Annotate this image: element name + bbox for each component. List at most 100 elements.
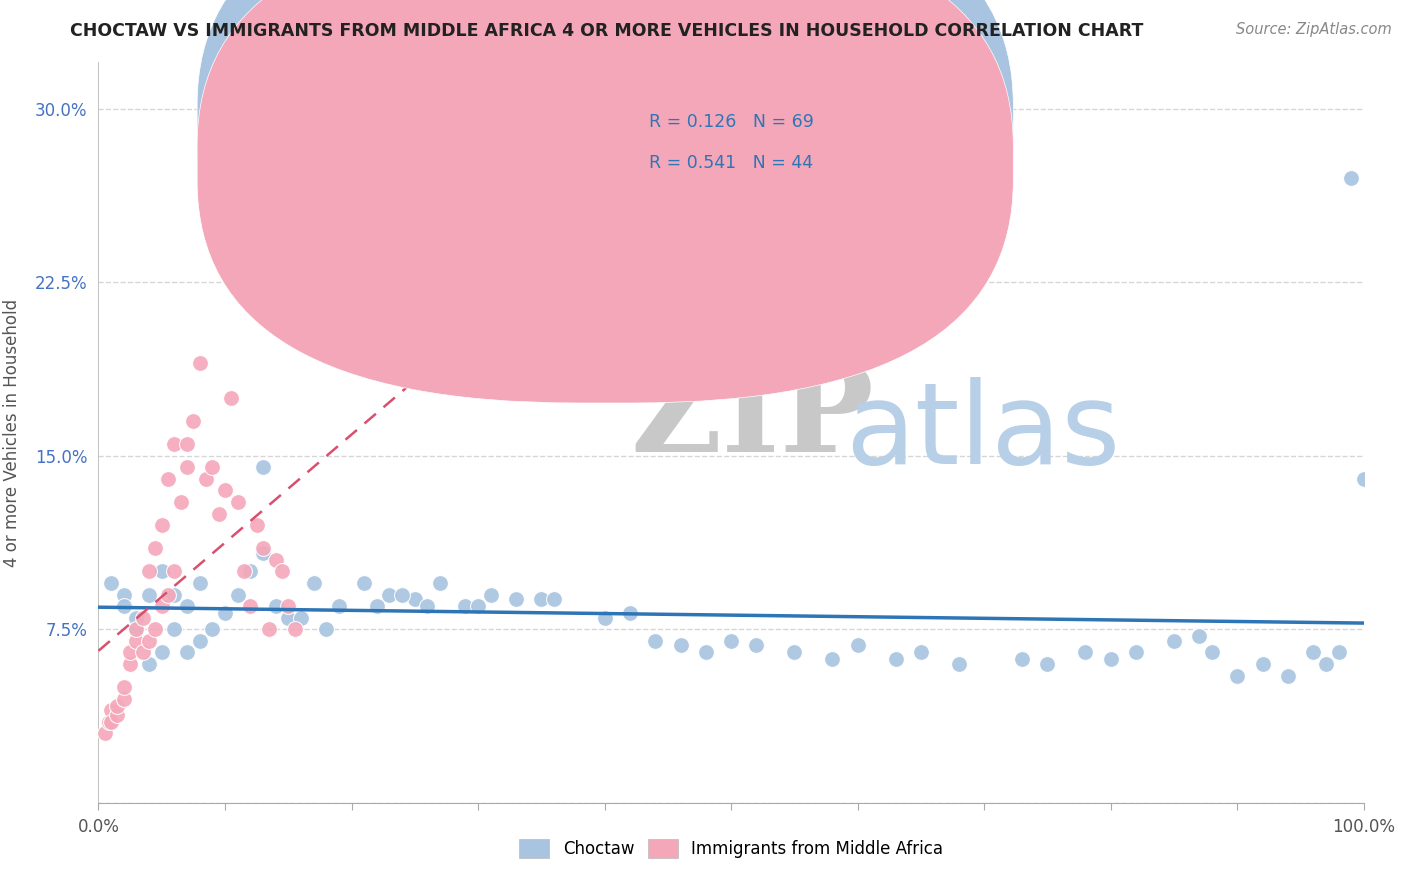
Point <box>644 633 666 648</box>
Point <box>112 599 135 614</box>
Point <box>183 414 205 428</box>
Point <box>264 599 287 614</box>
Point <box>125 622 148 636</box>
Point <box>543 592 565 607</box>
FancyBboxPatch shape <box>197 0 1014 362</box>
Point <box>1251 657 1274 671</box>
Point <box>132 645 155 659</box>
Point <box>100 714 122 729</box>
Point <box>163 622 186 636</box>
Point <box>745 639 768 653</box>
Point <box>163 588 186 602</box>
Point <box>120 645 141 659</box>
Text: R = 0.541   N = 44: R = 0.541 N = 44 <box>648 154 813 172</box>
Point <box>270 565 294 579</box>
Point <box>467 599 489 614</box>
Point <box>226 588 249 602</box>
Point <box>720 633 742 648</box>
Point <box>125 610 148 624</box>
Point <box>157 472 180 486</box>
Point <box>100 576 122 591</box>
FancyBboxPatch shape <box>197 0 1014 403</box>
Point <box>252 541 274 556</box>
Point <box>233 565 256 579</box>
Point <box>201 460 224 475</box>
Point <box>669 639 692 653</box>
Point <box>1340 171 1362 186</box>
Point <box>120 657 141 671</box>
Point <box>910 645 932 659</box>
Point <box>378 588 401 602</box>
Point <box>138 657 160 671</box>
Point <box>328 599 350 614</box>
Point <box>150 599 173 614</box>
Point <box>302 576 325 591</box>
Point <box>1315 657 1337 671</box>
Point <box>112 588 135 602</box>
Point <box>208 507 231 521</box>
Point <box>214 606 236 620</box>
Point <box>1036 657 1059 671</box>
Point <box>1099 652 1122 666</box>
Y-axis label: 4 or more Vehicles in Household: 4 or more Vehicles in Household <box>3 299 21 566</box>
Point <box>150 565 173 579</box>
Point <box>1074 645 1097 659</box>
Point <box>884 652 907 666</box>
FancyBboxPatch shape <box>541 85 934 195</box>
Point <box>252 546 274 560</box>
Point <box>188 633 211 648</box>
Point <box>264 553 287 567</box>
Point <box>505 592 527 607</box>
Point <box>93 726 117 740</box>
Point <box>246 518 269 533</box>
Point <box>107 707 129 722</box>
Point <box>188 356 211 370</box>
Point <box>277 599 299 614</box>
Point <box>1125 645 1147 659</box>
Point <box>277 610 299 624</box>
Point <box>479 588 502 602</box>
Point <box>132 610 155 624</box>
Point <box>259 622 281 636</box>
Point <box>112 680 135 694</box>
Point <box>100 703 122 717</box>
Point <box>619 606 641 620</box>
Point <box>138 588 160 602</box>
Text: Source: ZipAtlas.com: Source: ZipAtlas.com <box>1236 22 1392 37</box>
Point <box>125 633 148 648</box>
Text: atlas: atlas <box>845 377 1121 488</box>
Point <box>454 599 477 614</box>
Text: R = 0.126   N = 69: R = 0.126 N = 69 <box>648 113 814 131</box>
Point <box>97 714 120 729</box>
Point <box>252 460 274 475</box>
Point <box>290 610 312 624</box>
Point <box>157 588 180 602</box>
Text: ZIP: ZIP <box>630 358 873 478</box>
Point <box>239 565 262 579</box>
Point <box>188 576 211 591</box>
Point <box>530 592 553 607</box>
Point <box>366 599 388 614</box>
Point <box>1011 652 1033 666</box>
Point <box>391 588 413 602</box>
Point <box>112 691 135 706</box>
Point <box>1163 633 1185 648</box>
Point <box>783 645 806 659</box>
Point <box>176 599 198 614</box>
Point <box>201 622 224 636</box>
Point <box>219 391 243 405</box>
Point <box>138 633 160 648</box>
Point <box>176 645 198 659</box>
Point <box>404 592 426 607</box>
Point <box>138 565 160 579</box>
Point <box>169 495 191 509</box>
Point <box>1277 668 1299 682</box>
Point <box>150 518 173 533</box>
Point <box>1201 645 1223 659</box>
Point <box>107 698 129 713</box>
Point <box>125 622 148 636</box>
Point <box>948 657 970 671</box>
Point <box>1226 668 1249 682</box>
Point <box>846 639 869 653</box>
Point <box>1302 645 1324 659</box>
